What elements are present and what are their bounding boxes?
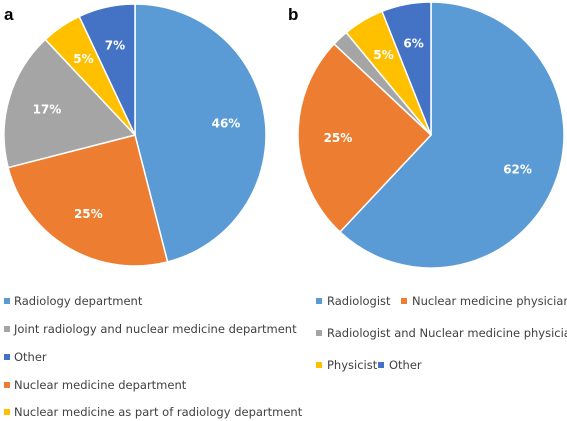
pie-b-slice-radiologist xyxy=(338,1,565,269)
legend-b-item-radiologist: Radiologist xyxy=(316,294,391,308)
legend-a-item-nm-part-of-radiology: Nuclear medicine as part of radiology de… xyxy=(4,405,303,419)
legend-a-swatch-nuclear-medicine-department xyxy=(4,382,10,388)
pie-chart-a: 46% 25% 17% 5% 7% xyxy=(3,3,267,267)
pie-a-label-nuclear-medicine-as-part-of-radiology-department: 5% xyxy=(73,52,93,66)
legend-a-swatch-joint-department xyxy=(4,326,10,332)
pie-b-label-radiologist: 62% xyxy=(503,162,532,176)
legend-a-item-radiology-department: Radiology department xyxy=(4,294,143,308)
panel-a: a 46% 25% 17% 5% 7% Radiology department Joi… xyxy=(3,3,303,419)
pie-b-label-nuclear-medicine-physician: 25% xyxy=(324,131,353,145)
legend-a-swatch-radiology-department xyxy=(4,298,10,304)
legend-a: Radiology department Joint radiology and… xyxy=(4,294,303,419)
legend-b-swatch-radiologist xyxy=(316,298,322,304)
pie-a-label-radiology-department: 46% xyxy=(212,117,241,131)
legend-b-item-other: Other xyxy=(378,358,422,372)
panel-a-label: a xyxy=(4,5,14,24)
pie-a-label-joint-radiology-and-nuclear-medicine-department: 17% xyxy=(33,102,62,116)
legend-b-swatch-physicist xyxy=(316,362,322,368)
legend-b-label-nuclear-medicine-physician: Nuclear medicine physician xyxy=(412,294,567,308)
legend-b-label-physicist: Physicist xyxy=(327,358,378,372)
legend-a-item-joint-department: Joint radiology and nuclear medicine dep… xyxy=(4,322,297,336)
legend-a-item-nuclear-medicine-department: Nuclear medicine department xyxy=(4,378,187,392)
pie-a-slice-other xyxy=(78,3,136,136)
pie-a-label-nuclear-medicine-department: 25% xyxy=(74,207,103,221)
legend-b-label-radiologist-and-nm-physician: Radiologist and Nuclear medicine physici… xyxy=(327,326,567,340)
panel-b-label: b xyxy=(288,5,298,24)
legend-a-label-joint-department: Joint radiology and nuclear medicine dep… xyxy=(13,322,297,336)
legend-a-item-other: Other xyxy=(4,350,47,364)
legend-b-label-radiologist: Radiologist xyxy=(327,294,391,308)
legend-a-label-other: Other xyxy=(14,350,47,364)
pie-b-slice-other xyxy=(381,1,432,136)
pie-b-label-other: 6% xyxy=(403,37,423,51)
pie-a-slice-nuclear-medicine-department xyxy=(7,134,169,267)
legend-b-swatch-radiologist-and-nm-physician xyxy=(316,330,322,336)
pie-a-slice-radiology-department xyxy=(134,3,267,263)
legend-a-label-nm-part-of-radiology: Nuclear medicine as part of radiology de… xyxy=(14,405,303,419)
panel-b: b 62% 25% 5% 6% Radiologist Nuclear medicin… xyxy=(288,1,567,372)
pie-chart-b: 62% 25% 5% 6% xyxy=(297,1,565,269)
legend-b-label-other: Other xyxy=(389,358,422,372)
pie-a-slice-joint-radiology-and-nuclear-medicine-department xyxy=(3,38,137,169)
legend-a-swatch-nm-part-of-radiology xyxy=(4,409,10,415)
legend-b-item-nuclear-medicine-physician: Nuclear medicine physician xyxy=(401,294,567,308)
legend-b-swatch-other xyxy=(378,362,384,368)
legend-a-label-nuclear-medicine-department: Nuclear medicine department xyxy=(14,378,187,392)
pie-b-slice-nuclear-medicine-physician xyxy=(297,42,433,234)
legend-b: Radiologist Nuclear medicine physician R… xyxy=(316,294,567,372)
pie-a-label-other: 7% xyxy=(105,39,125,53)
legend-a-label-radiology-department: Radiology department xyxy=(14,294,143,308)
legend-b-item-radiologist-and-nm-physician: Radiologist and Nuclear medicine physici… xyxy=(316,326,567,340)
pie-b-label-physicist: 5% xyxy=(373,48,393,62)
legend-a-swatch-other xyxy=(4,354,10,360)
legend-b-item-physicist: Physicist xyxy=(316,358,378,372)
legend-b-swatch-nuclear-medicine-physician xyxy=(401,298,407,304)
